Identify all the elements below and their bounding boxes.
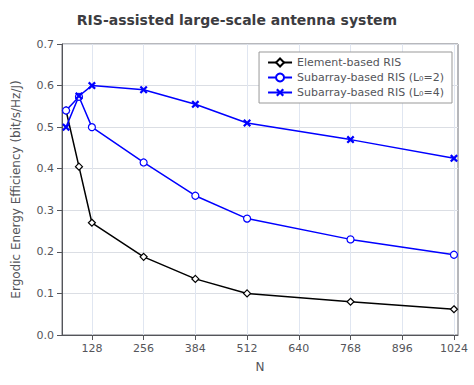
svg-text:0.0: 0.0 [37, 329, 55, 342]
svg-text:Ergodic Energy Efficiency (bit: Ergodic Energy Efficiency (bit/s/Hz/J) [9, 80, 23, 298]
svg-text:0.2: 0.2 [37, 245, 55, 258]
svg-text:Subarray-based RIS (L₀=2): Subarray-based RIS (L₀=2) [297, 71, 444, 84]
svg-text:128: 128 [81, 342, 102, 355]
svg-text:384: 384 [185, 342, 206, 355]
svg-text:640: 640 [288, 342, 309, 355]
svg-text:896: 896 [392, 342, 413, 355]
svg-text:0.1: 0.1 [37, 287, 55, 300]
svg-text:256: 256 [133, 342, 154, 355]
svg-text:768: 768 [340, 342, 361, 355]
svg-text:0.7: 0.7 [37, 38, 55, 51]
svg-text:0.3: 0.3 [37, 204, 55, 217]
svg-text:Subarray-based RIS (L₀=4): Subarray-based RIS (L₀=4) [297, 86, 444, 99]
svg-text:512: 512 [237, 342, 258, 355]
svg-text:0.4: 0.4 [37, 162, 55, 175]
svg-text:1024: 1024 [440, 342, 468, 355]
svg-text:0.6: 0.6 [37, 79, 55, 92]
svg-text:N: N [256, 360, 265, 374]
svg-text:RIS-assisted large-scale anten: RIS-assisted large-scale antenna system [77, 12, 397, 28]
svg-text:0.5: 0.5 [37, 121, 55, 134]
svg-text:Element-based RIS: Element-based RIS [297, 56, 401, 69]
